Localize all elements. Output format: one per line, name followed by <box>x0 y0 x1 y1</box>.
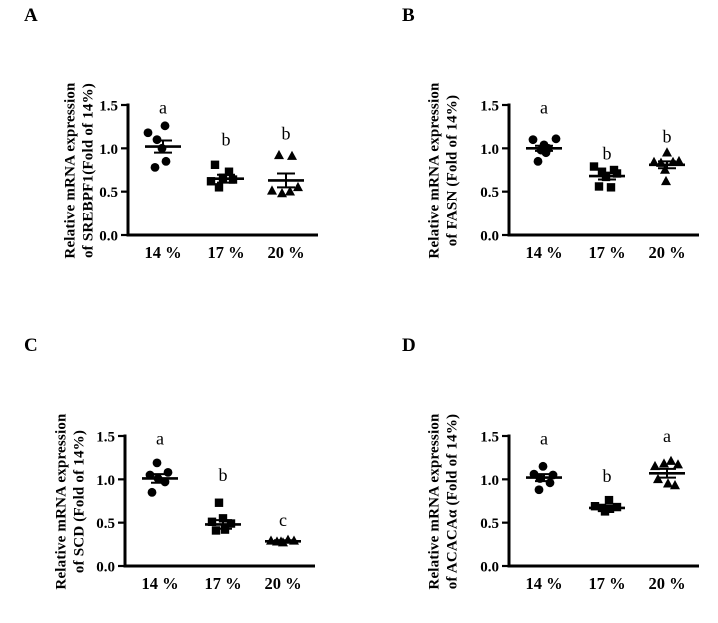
panel-a: Relative mRNA expression of SREBPF1(Fold… <box>38 57 338 292</box>
data-point-square <box>224 167 234 176</box>
panel-b: Relative mRNA expression of FASN (Fold o… <box>419 57 718 292</box>
data-point-square <box>612 169 622 178</box>
x-category-label: 17 % <box>588 574 625 593</box>
y-tick-label: 1.5 <box>480 429 499 445</box>
y-tick-label: 0.5 <box>96 516 115 532</box>
data-point-square <box>604 495 614 505</box>
data-point-triangle <box>267 185 277 195</box>
panel-letter-b: B <box>402 5 415 26</box>
data-point-triangle <box>293 181 303 192</box>
data-point-triangle <box>670 479 680 490</box>
data-point-circle <box>163 467 173 477</box>
data-point-circle <box>551 134 561 144</box>
data-point-square <box>590 501 600 511</box>
x-category-label: 17 % <box>588 243 625 262</box>
y-tick-label: 0.5 <box>99 185 118 201</box>
data-point-circle <box>545 478 555 488</box>
y-tick-label: 1.5 <box>96 429 115 445</box>
data-point-circle <box>143 128 153 138</box>
data-point-circle <box>160 121 170 131</box>
data-point-circle <box>152 458 162 468</box>
panel-a-plot: 0.0 0.5 1.0 1.5 14 % 17 % 20 % a b b <box>99 98 318 262</box>
data-point-square <box>206 177 216 186</box>
data-point-circle <box>161 156 171 166</box>
y-tick-label: 1.0 <box>480 142 499 158</box>
data-point-triangle <box>659 458 669 468</box>
y-tick-label: 0.5 <box>480 516 499 532</box>
x-category-label: 14 % <box>525 243 562 262</box>
data-point-triangle <box>663 478 673 488</box>
data-point-triangle <box>666 455 676 465</box>
y-tick-label: 1.0 <box>96 473 115 489</box>
data-point-square <box>214 183 224 192</box>
panel-d: Relative mRNA expression of ACACAα (Fold… <box>419 388 718 623</box>
x-category-label: 14 % <box>141 574 178 593</box>
data-point-square <box>210 160 220 169</box>
y-tick-label: 0.0 <box>480 560 499 576</box>
x-category-label: 17 % <box>207 243 244 262</box>
y-tick-label: 1.0 <box>99 142 118 158</box>
y-tick-label: 1.5 <box>480 98 499 114</box>
significance-letter: b <box>222 130 231 150</box>
y-tick-label: 0.0 <box>96 560 115 576</box>
data-point-square <box>600 507 610 516</box>
y-tick-label: 1.0 <box>480 473 499 489</box>
significance-letter: b <box>663 126 672 146</box>
panel-d-plot: 0.0 0.5 1.0 1.5 14 % 17 % 20 % a b a <box>480 426 699 593</box>
y-tick-label: 0.0 <box>99 229 118 245</box>
panel-letter-c: C <box>24 335 38 356</box>
data-point-circle <box>150 162 160 172</box>
data-point-square <box>594 182 604 191</box>
x-category-label: 14 % <box>525 574 562 593</box>
data-point-triangle <box>674 155 684 166</box>
y-tick-label: 1.5 <box>99 98 118 114</box>
significance-letter: b <box>219 465 228 485</box>
significance-letter: b <box>603 144 612 164</box>
significance-letter: a <box>159 98 167 118</box>
data-point-triangle <box>274 149 284 160</box>
significance-letter: b <box>282 124 291 144</box>
x-category-label: 17 % <box>204 574 241 593</box>
y-tick-label: 0.0 <box>480 229 499 245</box>
significance-letter: c <box>279 510 287 530</box>
data-point-circle <box>147 487 157 497</box>
data-point-circle <box>533 156 543 166</box>
data-point-triangle <box>287 150 297 160</box>
data-point-triangle <box>285 186 295 196</box>
data-point-triangle <box>650 460 660 471</box>
x-category-label: 20 % <box>648 243 685 262</box>
panel-c-plot: 0.0 0.5 1.0 1.5 14 % 17 % 20 % a b c <box>96 429 315 593</box>
panel-c: Relative mRNA expression of SCD (Fold of… <box>35 388 335 623</box>
data-point-triangle <box>662 147 672 157</box>
data-point-triangle <box>673 459 683 469</box>
data-point-circle <box>534 485 544 495</box>
significance-letter: a <box>663 426 671 446</box>
data-point-square <box>218 514 228 523</box>
significance-letter: a <box>156 429 164 449</box>
data-point-square <box>589 162 599 171</box>
data-point-circle <box>538 461 548 471</box>
panel-letter-d: D <box>402 335 416 356</box>
data-point-triangle <box>277 187 287 198</box>
significance-letter: b <box>603 466 612 486</box>
data-point-circle <box>528 135 538 145</box>
panel-b-plot: 0.0 0.5 1.0 1.5 14 % 17 % 20 % a b b <box>480 98 699 262</box>
data-point-square <box>211 526 221 535</box>
x-category-label: 14 % <box>144 243 181 262</box>
significance-letter: a <box>540 429 548 449</box>
data-point-square <box>214 498 224 507</box>
data-point-square <box>606 183 616 192</box>
y-tick-label: 0.5 <box>480 185 499 201</box>
x-category-label: 20 % <box>264 574 301 593</box>
x-category-label: 20 % <box>648 574 685 593</box>
data-point-triangle <box>661 175 671 186</box>
significance-letter: a <box>540 98 548 118</box>
data-point-square <box>207 517 217 526</box>
x-category-label: 20 % <box>267 243 304 262</box>
panel-letter-a: A <box>24 5 38 26</box>
